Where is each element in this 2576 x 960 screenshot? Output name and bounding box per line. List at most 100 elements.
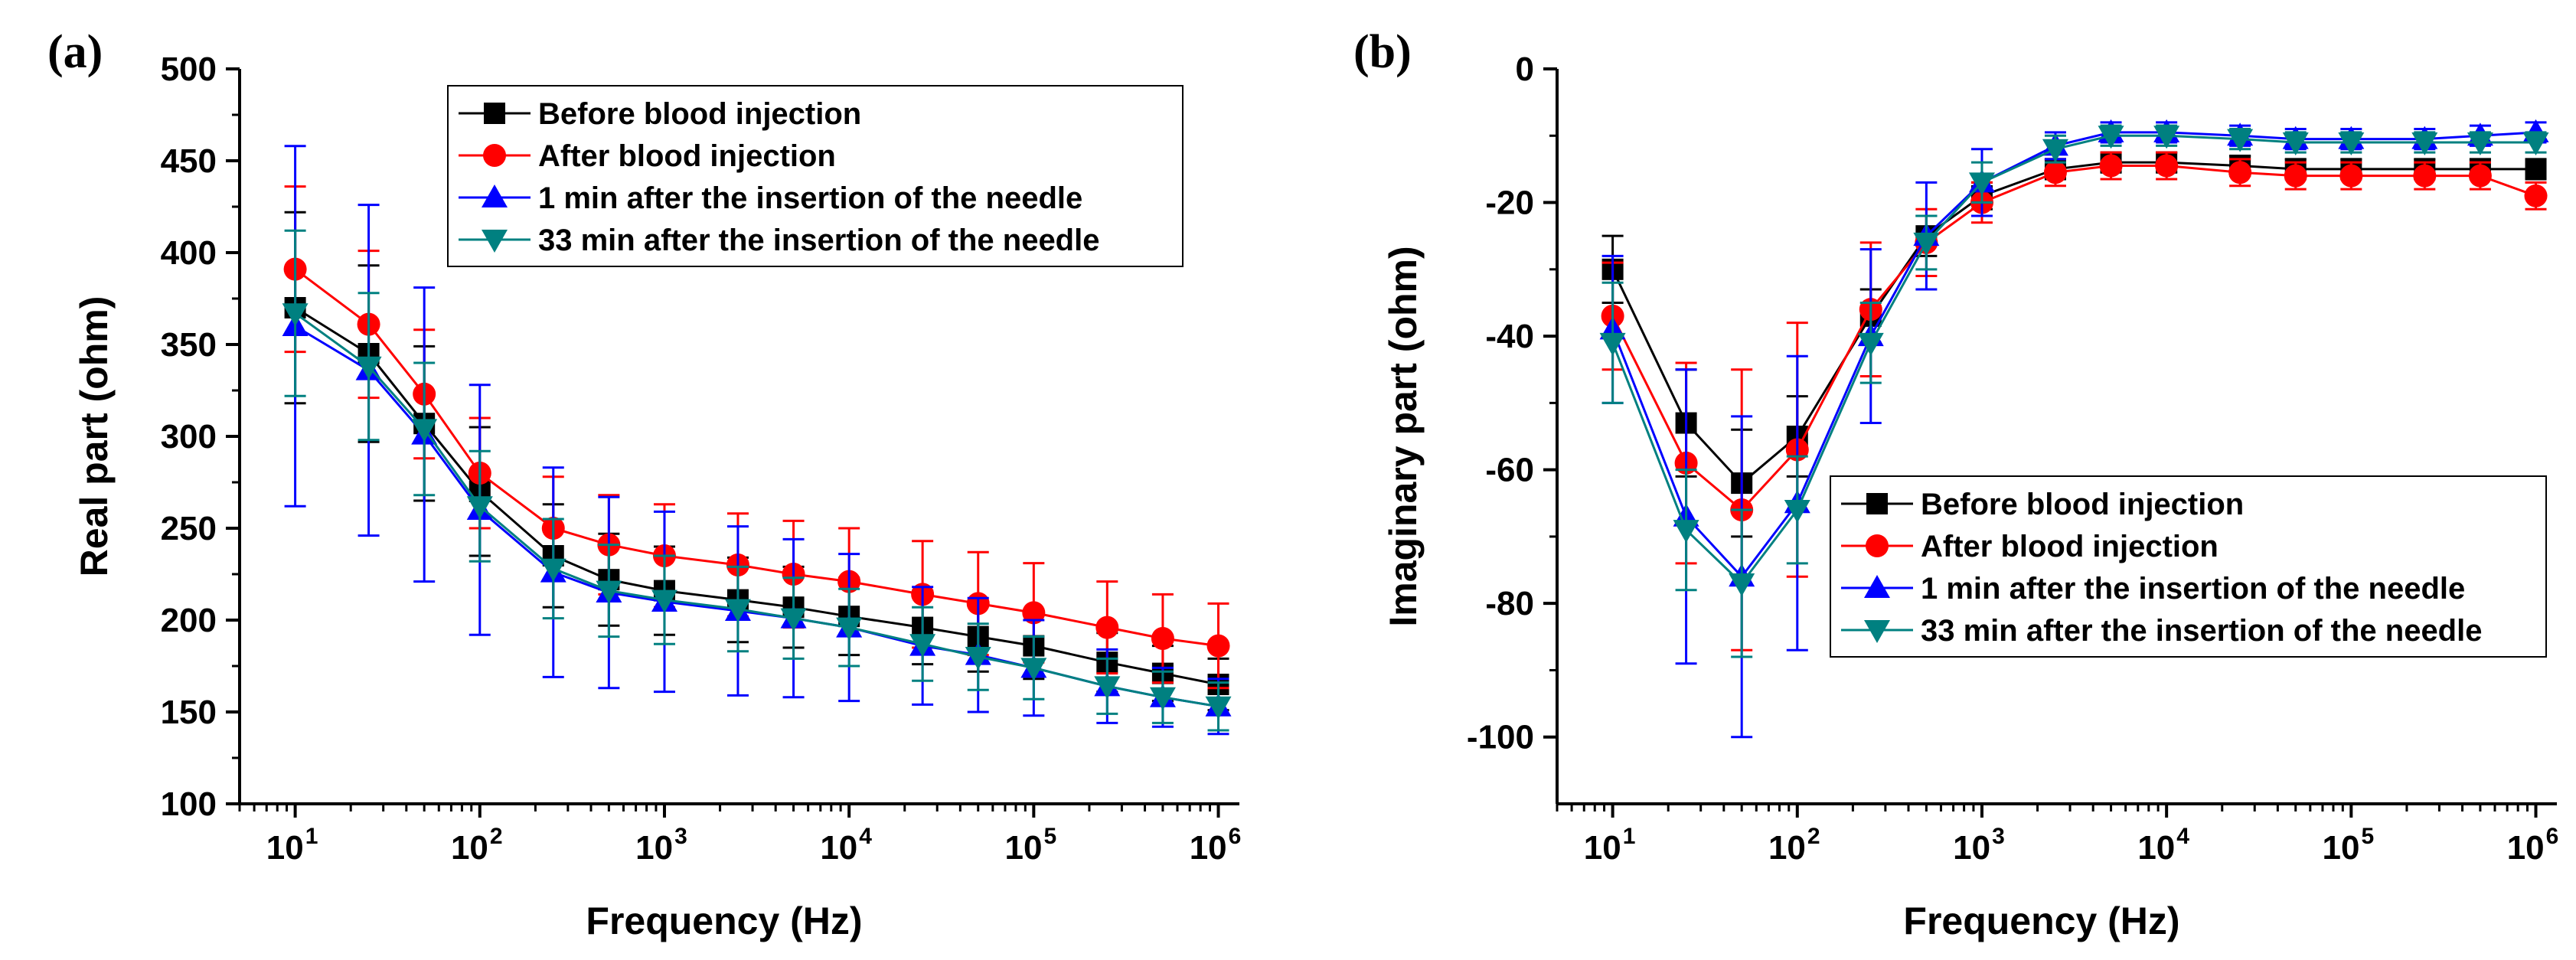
data-point [909,634,936,658]
data-point [1205,696,1232,720]
y-tick-label: 400 [161,234,217,272]
data-point [355,356,382,380]
data-point [2413,164,2437,188]
legend-marker [483,144,506,167]
data-point [540,558,566,582]
legend-label: Before blood injection [538,97,861,131]
data-point [1784,500,1810,523]
series-line [1611,161,2536,485]
x-tick-label: 101 [266,824,318,867]
legend-marker [482,184,508,207]
series-line [294,312,1219,708]
data-point [2042,139,2068,162]
data-point [2411,132,2438,155]
y-tick-label: 450 [161,142,217,180]
y-tick-label: 500 [161,51,217,88]
y-tick-label: 250 [161,510,217,547]
data-point [466,496,493,520]
data-point [1149,687,1176,710]
y-tick-label: -60 [1485,452,1534,489]
x-axis-title: Frequency (Hz) [1903,900,2179,942]
data-point [1206,634,1230,658]
x-axis-title: Frequency (Hz) [586,900,862,942]
data-point [2468,164,2492,188]
panel-b-label: (b) [1353,26,1412,78]
legend-label: 33 min after the insertion of the needle [1921,614,2482,648]
series-a-4 [282,229,1232,732]
y-tick-label: -80 [1485,585,1534,622]
data-point [2338,132,2365,155]
data-point [2282,132,2309,155]
y-axis-title: Imaginary part (ohm) [1382,246,1425,626]
data-point [1968,172,1995,196]
x-tick-label: 105 [2323,824,2375,867]
data-point [724,599,751,622]
x-tick-label: 104 [2137,824,2189,867]
series-line [294,325,1219,708]
legend-box [1830,475,2547,658]
series-b-4 [1599,124,2549,658]
data-point [965,647,991,670]
data-point [2339,164,2363,188]
y-tick-label: -40 [1485,318,1534,355]
y-tick-label: -100 [1467,719,1534,756]
legend-marker [1866,534,1889,557]
y-axis-title: Real part (ohm) [73,296,116,577]
y-tick-label: -20 [1485,184,1534,222]
data-point [1913,232,1940,256]
legend-marker [1866,493,1888,514]
data-point [780,608,807,632]
legend-a: Before blood injection After blood inject… [447,85,1184,267]
data-point [2099,154,2123,178]
series-line [294,306,1219,686]
series-line [294,268,1219,648]
legend-label: 1 min after the insertion of the needle [1921,572,2465,606]
data-point [1022,601,1046,625]
x-tick-label: 104 [820,824,872,867]
y-tick-label: 100 [161,785,217,823]
data-point [2153,126,2180,149]
data-point [2467,132,2493,155]
series-line [1611,134,2536,586]
data-point [2155,154,2179,178]
data-point [1020,658,1047,681]
legend-b: Before blood injection After blood inject… [1830,475,2547,658]
x-tick-label: 103 [1953,824,2005,867]
legend-label: Before blood injection [1921,488,2244,521]
data-point [596,580,622,604]
y-tick-label: 300 [161,418,217,456]
legend-marker [1864,620,1890,643]
data-point [2098,126,2124,149]
y-tick-label: 350 [161,326,217,364]
data-point [1857,332,1884,356]
series-line [1611,131,2536,579]
x-tick-label: 102 [451,824,503,867]
data-point [1151,627,1174,650]
data-point [1673,520,1699,544]
x-tick-label: 105 [1005,824,1057,867]
legend-marker [1864,575,1890,598]
x-tick-label: 102 [1768,824,1820,867]
data-point [1599,332,1626,356]
data-point [2284,164,2307,188]
x-tick-label: 101 [1584,824,1636,867]
legend-label: 1 min after the insertion of the needle [538,181,1082,215]
data-point [2522,132,2549,155]
y-tick-label: 200 [161,602,217,639]
data-point [836,617,863,641]
chart-real-part: 100 150 200 250 300 350 400 450 500 101 102 103 104 1… [73,51,1241,942]
data-point [1094,676,1121,700]
data-point [651,589,677,613]
y-tick-label: 150 [161,694,217,731]
data-point [2043,161,2067,184]
y-tick-label: 0 [1516,51,1534,88]
panel-a-label: (a) [47,26,103,78]
legend-label: 33 min after the insertion of the needle [538,224,1099,257]
legend-box [447,85,1184,267]
chart-imaginary-part: 0 -20 -40 -60 -80 -100 101 102 103 104 105 106 Frequ… [1382,51,2558,942]
data-point [2228,161,2252,184]
data-point [411,419,438,442]
legend-marker [484,103,505,124]
data-point [1095,616,1119,639]
